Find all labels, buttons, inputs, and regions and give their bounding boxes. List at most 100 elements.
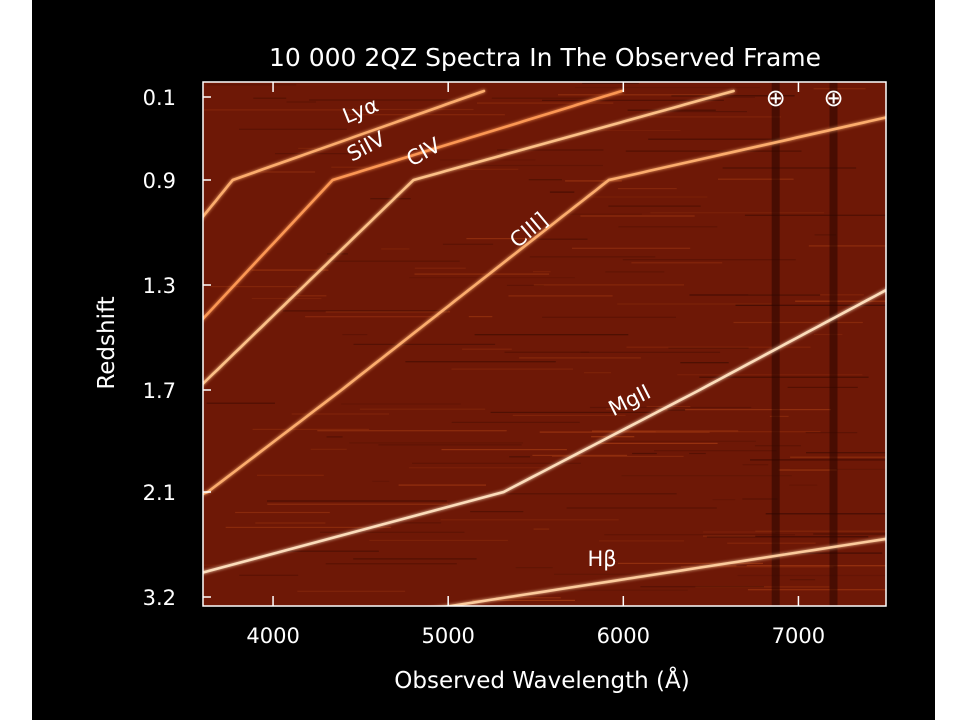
noise-streak: [267, 500, 447, 502]
noise-streak: [747, 589, 886, 591]
noise-streak: [275, 550, 379, 552]
noise-streak: [349, 442, 524, 444]
noise-streak: [533, 271, 551, 273]
noise-streak: [806, 452, 886, 454]
y-tick-label: 1.7: [143, 379, 176, 403]
noise-streak: [617, 562, 763, 564]
noise-streak: [580, 351, 721, 353]
noise-streak: [298, 147, 323, 149]
noise-streak: [509, 456, 531, 458]
telluric-markers: ⊕ ⊕: [766, 84, 844, 112]
noise-streak: [369, 539, 508, 541]
noise-streak: [719, 96, 755, 98]
noise-streak: [655, 409, 831, 411]
noise-streak: [344, 114, 505, 116]
noise-streak: [542, 316, 676, 318]
emission-track: [203, 89, 624, 321]
noise-streak: [591, 436, 635, 438]
noise-streak: [574, 87, 761, 89]
noise-streak: [671, 95, 795, 97]
plot-area: [203, 82, 886, 606]
noise-streak: [627, 109, 716, 111]
noise-streak: [608, 205, 701, 207]
noise-streak: [441, 449, 567, 451]
noise-streak: [735, 304, 886, 306]
noise-streak: [491, 97, 608, 99]
noise-streak: [371, 522, 442, 524]
noise-streak: [565, 180, 622, 182]
noise-streak: [795, 300, 886, 302]
noise-streak: [558, 94, 720, 96]
y-tick-label: 2.1: [143, 481, 176, 505]
noise-streak: [297, 590, 406, 592]
y-tick-label: 0.1: [143, 86, 176, 110]
x-tick-label: 7000: [772, 624, 825, 648]
x-tick-label: 5000: [421, 624, 474, 648]
noise-streak: [378, 444, 522, 446]
noise-streak: [504, 351, 590, 353]
noise-streak: [789, 579, 816, 581]
noise-streak: [409, 277, 575, 279]
noise-streak: [408, 467, 555, 469]
noise-streak: [703, 535, 756, 537]
noise-streak: [677, 374, 863, 376]
plot-frame: [202, 81, 887, 607]
noise-streak: [813, 533, 886, 535]
telluric-band: [829, 82, 838, 606]
noise-streak: [813, 333, 843, 336]
noise-streak: [654, 450, 777, 452]
noise-streak: [506, 284, 544, 286]
noise-streak: [808, 245, 886, 247]
noise-streak: [532, 454, 628, 456]
noise-streak: [789, 484, 818, 486]
noise-streak: [329, 260, 460, 262]
noise-streak: [317, 430, 507, 432]
noise-streak: [593, 440, 756, 442]
emission-line-tracks: [203, 89, 886, 606]
noise-streak: [239, 128, 347, 130]
noise-streak: [722, 167, 857, 169]
noise-streak: [605, 271, 665, 273]
noise-streak: [412, 462, 581, 464]
noise-streak: [496, 597, 561, 599]
noise-streak: [580, 215, 695, 217]
noise-streak: [755, 530, 886, 532]
noise-streak: [206, 84, 297, 86]
noise-streak: [341, 403, 461, 405]
noise-streak: [286, 101, 316, 103]
noise-streak: [305, 316, 440, 318]
noise-streak: [451, 421, 580, 423]
noise-streak: [539, 431, 710, 433]
noise-streak: [680, 566, 834, 568]
noise-streak: [414, 273, 550, 275]
noise-streak: [342, 334, 368, 336]
noise-streak: [203, 564, 243, 566]
x-tick-label: 4000: [246, 624, 299, 648]
emission-track: [442, 537, 886, 606]
noise-streak: [618, 226, 718, 228]
telluric-marker: ⊕: [766, 84, 786, 112]
noise-streak: [497, 149, 604, 151]
noise-streak: [667, 409, 686, 411]
noise-streak: [239, 574, 299, 576]
noise-streak: [505, 493, 677, 495]
noise-streak: [461, 164, 603, 167]
x-axis-label: Observed Wavelength (Å): [394, 666, 689, 694]
noise-streak: [309, 99, 461, 101]
noise-streak: [235, 511, 330, 514]
telluric-marker: ⊕: [823, 84, 843, 112]
noise-streak: [519, 357, 641, 359]
noise-streak: [353, 343, 496, 345]
noise-streak: [251, 171, 316, 173]
noise-streak: [325, 311, 451, 313]
noise-streak: [267, 503, 448, 505]
noise-streak: [472, 599, 575, 601]
noise-streak: [640, 586, 764, 588]
noise-streak: [765, 513, 886, 515]
noise-streak: [368, 108, 474, 111]
noise-streak: [474, 334, 629, 336]
noise-streak: [398, 484, 486, 486]
noise-streak: [655, 431, 821, 433]
noise-streak: [632, 452, 657, 455]
noise-streak: [631, 262, 723, 264]
